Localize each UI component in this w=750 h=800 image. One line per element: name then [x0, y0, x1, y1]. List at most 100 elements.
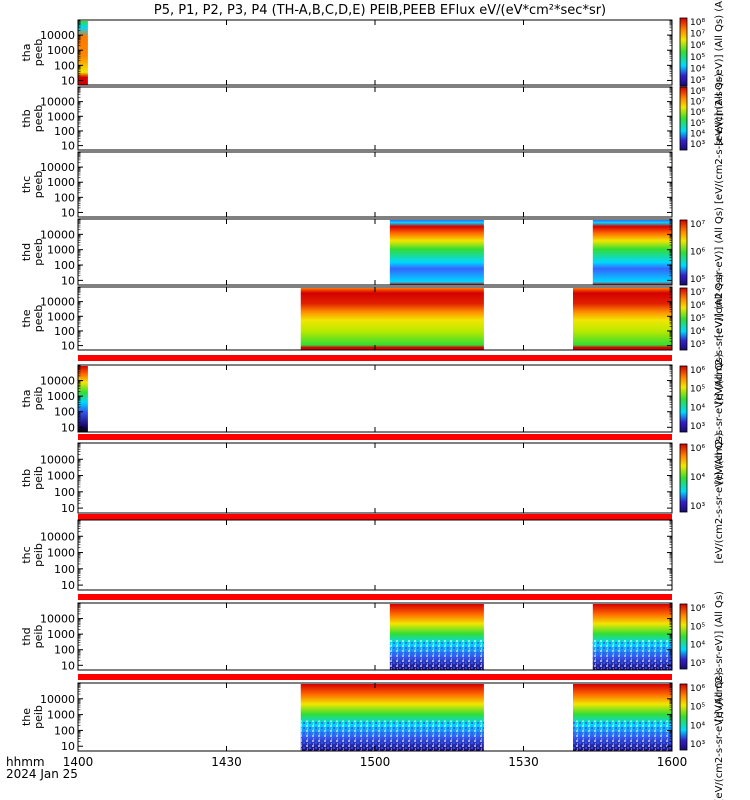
y-tick-label: 1000 — [47, 390, 75, 403]
y-axis-label: peeb — [32, 305, 45, 333]
colorbar-label: [eV/(cm2-s-sr-eV)] (All Qs) — [714, 591, 725, 722]
colorbar-label: [eV/(cm2-s-sr-eV)] (All Qs) — [714, 273, 725, 404]
colorbar-label: [eV/(cm2-s-sr-eV)] (All Qs) — [714, 671, 725, 800]
spectrogram-panel: 10 100 1000 10000 thd peib 10⁶ 10⁵ 10⁴ 10³ [eV/(cm… — [20, 591, 725, 722]
y-tick-label: 10000 — [40, 29, 75, 42]
y-tick-label: 10000 — [40, 161, 75, 174]
colorbar-tick-label: 10⁵ — [690, 703, 705, 713]
y-tick-label: 100 — [54, 644, 75, 657]
figure-title: P5, P1, P2, P3, P4 (TH-A,B,C,D,E) PEIB,P… — [154, 3, 606, 18]
colorbar-tick-label: 10⁴ — [690, 327, 705, 337]
colorbar-tick-label: 10⁷ — [690, 288, 705, 298]
colorbar-tick-label: 10⁵ — [690, 53, 705, 63]
y-tick-label: 10 — [61, 274, 75, 287]
data-block — [300, 288, 484, 350]
colorbar-tick-label: 10⁶ — [690, 604, 705, 614]
y-tick-label: 10 — [61, 340, 75, 353]
y-tick-label: 100 — [54, 125, 75, 138]
y-axis-label: thd — [20, 243, 33, 261]
y-tick-label: 1000 — [47, 44, 75, 57]
colorbar-tick-label: 10³ — [690, 502, 705, 512]
y-axis-label: peib — [32, 387, 45, 411]
y-axis-label: the — [20, 309, 33, 327]
panel-frame — [77, 442, 673, 514]
y-axis-label: thb — [20, 469, 33, 487]
x-tick-label: 1600 — [657, 755, 688, 769]
noise-texture — [300, 720, 484, 751]
y-tick-label: 100 — [54, 724, 75, 737]
y-tick-label: 10000 — [40, 693, 75, 706]
y-axis-label: peeb — [32, 171, 45, 199]
y-axis-label: thc — [20, 176, 33, 193]
y-tick-label: 100 — [54, 325, 75, 338]
panel-frame — [77, 19, 673, 86]
y-axis-label: tha — [20, 389, 33, 407]
data-block — [389, 220, 484, 285]
y-tick-label: 10 — [61, 421, 75, 434]
panel-frame — [77, 218, 673, 286]
y-tick-label: 10 — [61, 659, 75, 672]
y-tick-label: 1000 — [47, 176, 75, 189]
colorbar — [679, 287, 688, 351]
colorbar-tick-label: 10⁶ — [690, 366, 705, 376]
colorbar — [679, 683, 688, 751]
colorbar-tick-label: 10⁵ — [690, 314, 705, 324]
colorbar-tick-label: 10⁴ — [690, 129, 705, 139]
panel-frame — [77, 86, 673, 151]
spectrogram-panel: 10 100 1000 10000 tha peib 10⁶ 10⁵ 10⁴ 10³ [eV/(cm… — [20, 353, 725, 484]
bad-data-bar — [78, 594, 672, 600]
colorbar-tick-label: 10⁴ — [690, 473, 705, 483]
colorbar-tick-label: 10⁵ — [690, 385, 705, 395]
colorbar-tick-label: 10⁵ — [690, 119, 705, 129]
x-tick-label: 1400 — [63, 755, 94, 769]
colorbar — [679, 219, 688, 286]
bad-data-bar — [78, 434, 672, 440]
y-tick-label: 1000 — [47, 470, 75, 483]
y-axis-label: peib — [32, 625, 45, 649]
colorbar-tick-label: 10⁷ — [690, 30, 705, 40]
y-tick-label: 1000 — [47, 628, 75, 641]
y-tick-label: 10 — [61, 140, 75, 153]
colorbar-tick-label: 10³ — [690, 659, 705, 669]
noise-texture — [389, 639, 484, 670]
colorbar-tick-label: 10⁴ — [690, 641, 705, 651]
x-tick-label: 1500 — [360, 755, 391, 769]
y-tick-label: 100 — [54, 59, 75, 72]
y-axis-label: thd — [20, 627, 33, 645]
colorbar — [679, 17, 688, 87]
colorbar-tick-label: 10⁸ — [690, 18, 705, 28]
y-tick-label: 1000 — [47, 547, 75, 560]
colorbar-tick-label: 10³ — [690, 140, 705, 150]
y-tick-label: 100 — [54, 191, 75, 204]
y-tick-label: 10 — [61, 502, 75, 515]
x-tick-label: 1430 — [211, 755, 242, 769]
y-tick-label: 1000 — [47, 709, 75, 722]
data-block — [78, 366, 88, 432]
y-tick-label: 10 — [61, 740, 75, 753]
colorbar-label: [eV/(cm2-s-sr-eV)] (All Qs) (Al — [714, 0, 725, 146]
y-tick-label: 1000 — [47, 244, 75, 257]
x-axis-date-label: 2024 Jan 25 — [6, 767, 78, 781]
bad-data-bar — [78, 674, 672, 680]
spectrogram-panel: 10 100 1000 10000 thb peib 10⁶ 10⁴ 10³ [eV/(cm2-s… — [20, 432, 725, 563]
colorbar-tick-label: 10⁸ — [690, 87, 705, 97]
y-tick-label: 10 — [61, 74, 75, 87]
data-block — [592, 220, 672, 285]
colorbar-label: [eV/(cm2-s-sr-eV)] (All Qs) — [714, 207, 725, 338]
y-tick-label: 10000 — [40, 96, 75, 109]
colorbar — [679, 86, 688, 151]
spectrogram-panel: 10 100 1000 10000 thc peeb — [20, 151, 673, 219]
y-tick-label: 100 — [54, 406, 75, 419]
y-axis-label: thb — [20, 109, 33, 127]
spectrogram-panel: 10 100 1000 10000 thc peib — [20, 519, 673, 592]
colorbar-tick-label: 10⁶ — [690, 41, 705, 51]
panel-frame — [77, 364, 673, 433]
y-axis-label: peeb — [32, 39, 45, 67]
panel-frame — [77, 151, 673, 218]
colorbar-tick-label: 10⁵ — [690, 622, 705, 632]
x-tick-label: 1530 — [508, 755, 539, 769]
